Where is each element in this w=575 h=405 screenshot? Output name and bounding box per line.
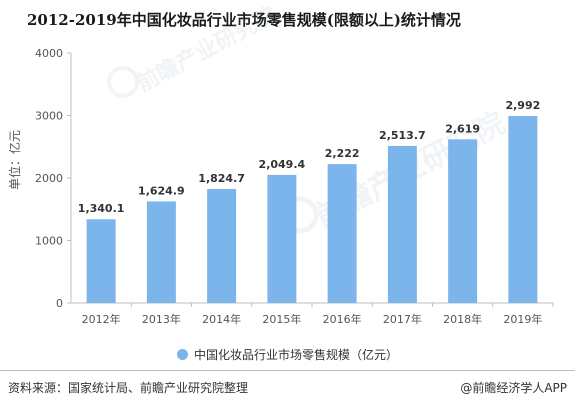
x-tick-label: 2013年: [142, 312, 181, 326]
y-tick-label: 2000: [35, 172, 63, 185]
x-tick-label: 2016年: [323, 312, 362, 326]
bar: [327, 164, 357, 303]
legend-label: 中国化妆品行业市场零售规模（亿元）: [193, 348, 398, 362]
bar: [207, 188, 237, 303]
legend-marker: [176, 349, 188, 360]
footer: 资料来源：国家统计局、前瞻产业研究院整理 @前瞻经济学人APP: [0, 370, 575, 405]
watermark-logo-icon: [107, 66, 139, 98]
x-tick-label: 2017年: [383, 312, 422, 326]
source-note: 资料来源：国家统计局、前瞻产业研究院整理: [8, 381, 249, 395]
data-label: 2,513.7: [379, 129, 426, 142]
data-label: 1,340.1: [78, 202, 125, 215]
y-tick-label: 0: [56, 297, 63, 310]
x-tick-label: 2018年: [443, 312, 482, 326]
bar-chart: 前瞻产业研究院 前瞻产业研究院 010002000300040002012年20…: [35, 2, 554, 326]
chart-title: 2012-2019年中国化妆品行业市场零售规模(限额以上)统计情况: [27, 11, 461, 29]
data-label: 1,824.7: [198, 172, 245, 185]
bar: [146, 201, 176, 303]
watermark-text: 前瞻产业研究院: [133, 2, 281, 97]
data-label: 2,619: [445, 122, 480, 135]
bar: [267, 174, 297, 303]
brand-credit: @前瞻经济学人APP: [460, 381, 567, 395]
x-tick-label: 2019年: [503, 312, 542, 326]
y-tick-label: 1000: [35, 235, 63, 248]
data-label: 1,624.9: [138, 184, 185, 197]
legend: 中国化妆品行业市场零售规模（亿元）: [0, 346, 575, 363]
bar: [508, 116, 538, 303]
data-label: 2,992: [505, 99, 540, 112]
bar: [86, 219, 116, 303]
data-label: 2,049.4: [259, 158, 306, 171]
x-tick-label: 2014年: [202, 312, 241, 326]
x-tick-label: 2015年: [262, 312, 301, 326]
x-tick-label: 2012年: [82, 312, 121, 326]
data-label: 2,222: [325, 147, 360, 160]
bar: [387, 145, 417, 303]
y-tick-label: 4000: [35, 47, 63, 60]
y-tick-label: 3000: [35, 110, 63, 123]
bar: [448, 139, 478, 303]
